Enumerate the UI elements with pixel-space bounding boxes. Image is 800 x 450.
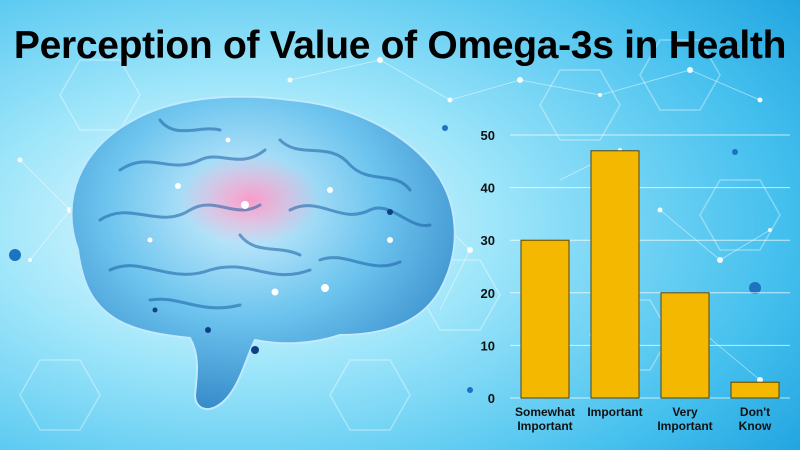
x-tick-label: Somewhat Important: [515, 405, 575, 433]
x-tick-label: Don't Know: [739, 405, 772, 433]
y-axis-ticks: 0 10 20 30 40 50: [481, 128, 495, 406]
x-axis-labels: Somewhat Important Important Very Important D…: [515, 405, 772, 433]
bar: [730, 381, 780, 399]
y-tick-label: 20: [481, 286, 495, 301]
brain-illustration: [70, 95, 456, 410]
network-lines: [19, 59, 771, 381]
bar-chart: 0 10 20 30 40 50 Somewhat Important Important Ve…: [481, 128, 790, 433]
hexagon-pattern: [19, 39, 781, 431]
y-tick-label: 0: [488, 391, 495, 406]
network-nodes-dark: [9, 125, 761, 393]
x-tick-label: Very Important: [657, 405, 712, 433]
bar: [520, 239, 570, 399]
x-tick-label: Important: [587, 405, 642, 419]
y-tick-label: 40: [481, 181, 495, 196]
bar: [660, 292, 710, 399]
y-tick-label: 30: [481, 233, 495, 248]
y-tick-label: 50: [481, 128, 495, 143]
page-title: Perception of Value of Omega-3s in Healt…: [13, 24, 787, 67]
y-tick-label: 10: [481, 338, 495, 353]
bar: [590, 150, 640, 399]
chart-bars: [520, 150, 780, 399]
